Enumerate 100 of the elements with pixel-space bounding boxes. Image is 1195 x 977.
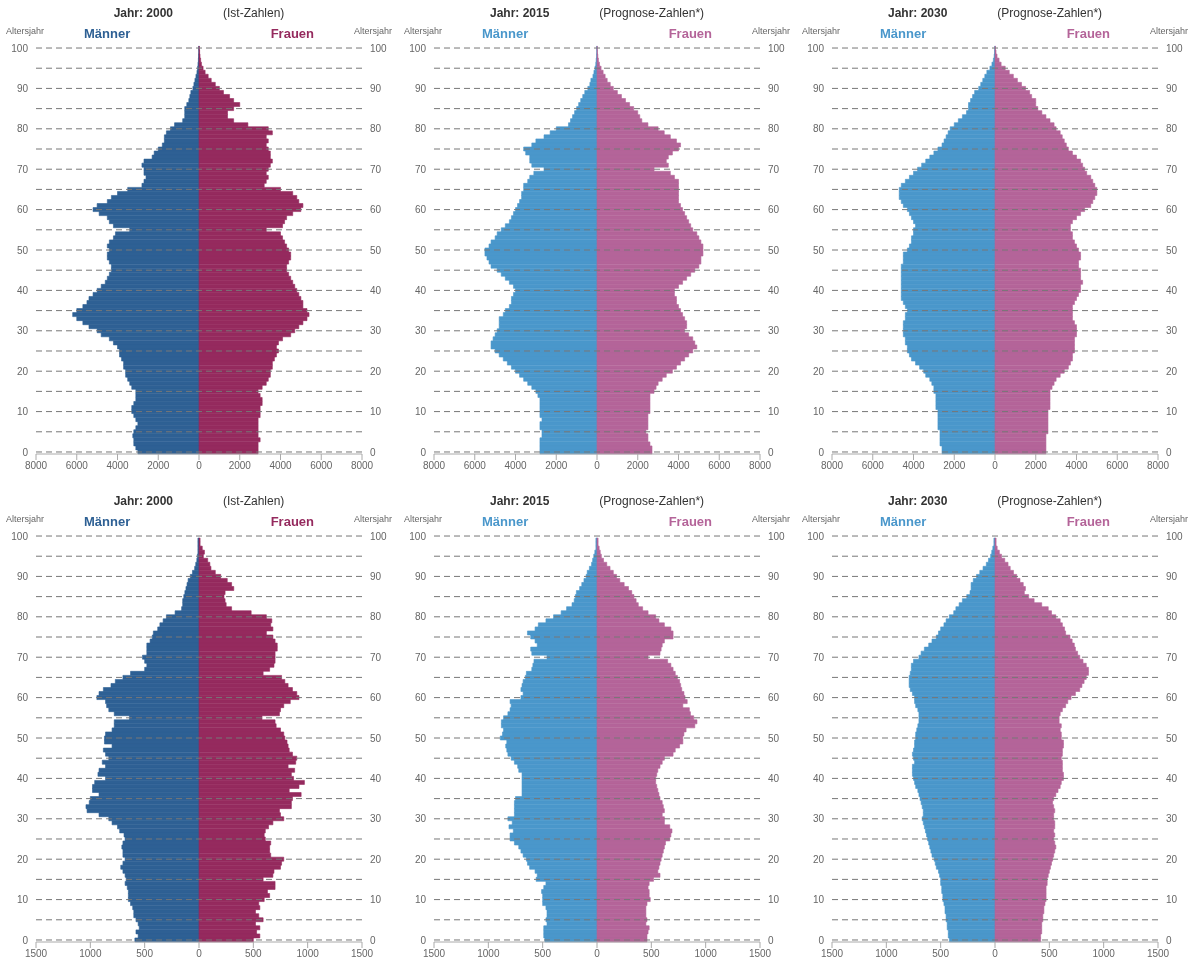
y-tick-label: 50 [414,732,427,744]
y-tick-label: 100 [409,42,427,54]
x-tick-label: 2000 [147,460,170,472]
x-tick-label: 0 [992,460,999,472]
y-tick-label: 90 [414,82,427,94]
category-label: 90 [370,82,382,94]
y-tick-label: 100 [1166,530,1184,542]
x-tick-label: 2000 [943,460,966,472]
y-tick-label: 80 [414,611,427,623]
x-tick-label: 500 [136,948,154,960]
text: Männer [880,514,927,529]
y-tick-label: 0 [1166,934,1172,946]
category-label: 30 [370,325,382,337]
y-tick-label: 20 [1166,853,1178,865]
category-label: 10 [768,894,780,906]
category-label: 50 [370,732,382,744]
y-tick-label: 40 [414,284,427,296]
y-tick-label: 30 [414,325,427,337]
x-tick-label: 1000 [1092,948,1116,960]
y-tick-label: 60 [1166,692,1178,704]
y-tick-label: 90 [16,82,29,94]
y-tick-label: 80 [16,611,29,623]
y-tick-label: 30 [812,325,825,337]
chart-title: Jahr: 2030 [887,6,948,20]
y-tick-label: 20 [414,853,427,865]
y-tick-label: 10 [414,406,427,418]
category-label: 60 [768,692,780,704]
x-tick-label: 2000 [228,460,252,472]
category-label: 20 [768,365,780,377]
y2-axis-title: Altersjahr [353,514,392,524]
y-tick-label: 10 [414,894,427,906]
y-tick-label: 0 [420,934,427,946]
x-tick-label: 4000 [1065,460,1089,472]
category-label: 100 [768,42,785,54]
x-tick-label: 1500 [24,948,48,960]
x-tick-label: 500 [1040,948,1059,960]
category-label: 0 [370,934,376,946]
text: Männer [482,26,529,41]
y2-axis-title: Altersjahr [751,514,790,524]
y-tick-label: 60 [414,204,427,216]
y-axis-title: Altersjahr [6,26,45,36]
y2-axis-title: Altersjahr [353,26,392,36]
x-tick-label: 8000 [748,460,772,472]
x-tick-label: 0 [594,460,601,472]
category-label: 70 [768,651,780,663]
chart-subtitle: (Prognose-Zahlen*) [599,494,705,508]
y-tick-label: 70 [414,163,427,175]
category-label: 30 [768,813,780,825]
x-tick-label: 2000 [545,460,568,472]
category-label: 0 [768,934,774,946]
text: Männer [880,26,927,41]
chart-subtitle: (Prognose-Zahlen*) [997,6,1103,20]
y-tick-label: 60 [414,692,427,704]
y-tick-label: 20 [414,365,427,377]
y-tick-label: 70 [16,651,29,663]
y-axis-title: Altersjahr [802,26,841,36]
category-label: 100 [370,530,387,542]
category-label: 40 [768,772,780,784]
chart-title: Jahr: 2030 [887,494,948,508]
category-label: 10 [370,406,382,418]
y-tick-label: 100 [807,42,825,54]
y-tick-label: 90 [414,570,427,582]
y-tick-label: 70 [414,651,427,663]
y-tick-label: 50 [16,732,29,744]
category-label: 80 [768,123,780,135]
y-tick-label: 100 [409,530,427,542]
category-label: 30 [370,813,382,825]
x-tick-label: 6000 [708,460,731,472]
y-axis-title: Altersjahr [404,514,443,524]
y-tick-label: 100 [11,530,29,542]
text: Männer [84,514,131,529]
y-tick-label: 20 [16,365,29,377]
text: Frauen [668,26,712,41]
y-tick-label: 0 [22,446,29,458]
y-tick-label: 70 [1166,651,1178,663]
y-tick-label: 70 [16,163,29,175]
category-label: 10 [768,406,780,418]
y-tick-label: 30 [1166,813,1178,825]
category-label: 80 [370,123,382,135]
chart-subtitle: (Prognose-Zahlen*) [599,6,705,20]
x-tick-label: 6000 [65,460,89,472]
x-tick-label: 1000 [875,948,898,960]
x-tick-label: 2000 [1024,460,1048,472]
y2-axis-title: Altersjahr [1149,26,1188,36]
y-axis-title: Altersjahr [6,514,45,524]
x-tick-label: 6000 [1106,460,1129,472]
category-label: 90 [370,570,382,582]
y-tick-label: 60 [812,204,825,216]
y-tick-label: 60 [16,692,29,704]
y-tick-label: 40 [16,772,29,784]
y-axis-title: Altersjahr [802,514,841,524]
x-tick-label: 1500 [1146,948,1170,960]
category-label: 40 [768,284,780,296]
y-axis-title: Altersjahr [404,26,443,36]
y-tick-label: 60 [16,204,29,216]
text: Frauen [1066,26,1110,41]
x-tick-label: 0 [594,948,601,960]
y-tick-label: 80 [16,123,29,135]
y-tick-label: 70 [812,163,825,175]
chart-title: Jahr: 2000 [113,494,173,508]
